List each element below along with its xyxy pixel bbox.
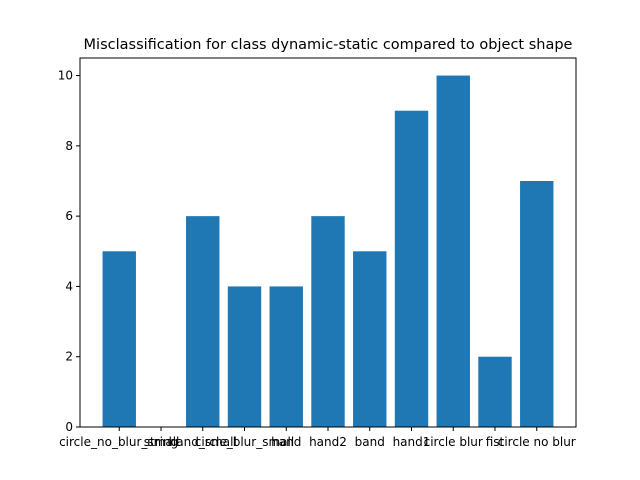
x-tick-label: band bbox=[355, 435, 385, 449]
x-tick-label: circle_no_blur_small bbox=[59, 435, 179, 449]
x-tick-label: hand1 bbox=[393, 435, 431, 449]
y-tick-label: 4 bbox=[65, 279, 73, 293]
bar-5 bbox=[311, 216, 345, 427]
x-axis: circle_no_blur_smallstringhand_smallcirc… bbox=[59, 427, 576, 449]
y-axis: 0 2 4 6 8 10 bbox=[58, 69, 80, 434]
bar-0 bbox=[102, 251, 136, 427]
x-tick-label: circle blur bbox=[424, 435, 483, 449]
y-tick-label: 10 bbox=[58, 69, 73, 83]
bar-6 bbox=[353, 251, 387, 427]
x-tick-label: fist bbox=[486, 435, 505, 449]
chart-title: Misclassification for class dynamic-stat… bbox=[84, 37, 573, 53]
bar-3 bbox=[227, 286, 262, 427]
y-tick-label: 8 bbox=[65, 139, 73, 153]
bar-8 bbox=[436, 75, 470, 428]
y-tick-label: 6 bbox=[65, 209, 73, 223]
y-tick-label: 0 bbox=[65, 420, 73, 434]
x-tick-label: hand bbox=[271, 435, 301, 449]
x-tick-label: hand_small bbox=[169, 435, 237, 449]
x-tick-label: circle no blur bbox=[498, 435, 576, 449]
y-tick-label: 2 bbox=[65, 350, 73, 364]
bar-9 bbox=[478, 356, 512, 427]
x-tick-label: string bbox=[144, 435, 178, 449]
bars-group bbox=[102, 75, 554, 428]
x-tick-label: circle_blur_small bbox=[195, 435, 294, 449]
bar-2 bbox=[186, 216, 220, 427]
bar-4 bbox=[269, 286, 303, 427]
bar-10 bbox=[520, 181, 554, 427]
bar-7 bbox=[394, 110, 429, 427]
x-tick-label: hand2 bbox=[309, 435, 347, 449]
